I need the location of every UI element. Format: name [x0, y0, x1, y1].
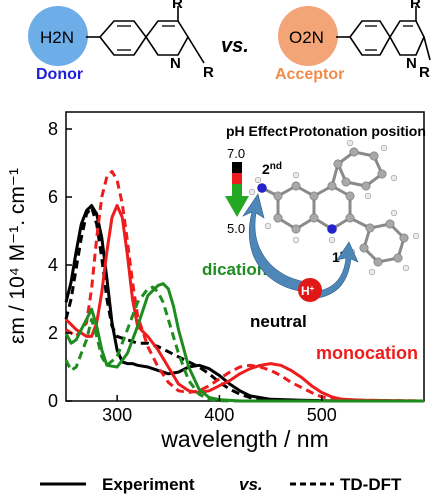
acceptor-molecule: O2N R N R Acceptor — [275, 0, 431, 83]
series-line-monocation-dashed — [65, 170, 425, 403]
ph-bar-green — [232, 184, 242, 197]
label-second-site: 2nd — [262, 161, 282, 177]
arrow-to-second-icon — [242, 193, 307, 293]
y-tick-label: 2 — [48, 323, 58, 343]
ph-title: pH Effect — [226, 123, 288, 139]
molecule-bonds — [260, 150, 406, 264]
series-line-neutral-dashed — [64, 205, 424, 403]
donor-molecule: H2N R N R Donor — [28, 0, 214, 83]
series-line-monocation-solid — [64, 204, 425, 403]
label-dication: dication — [202, 260, 267, 279]
protonation-title: Protonation position — [289, 123, 426, 139]
acceptor-n: N — [406, 55, 417, 72]
series-layer — [64, 170, 425, 403]
label-monocation: monocation — [316, 343, 418, 363]
y-tick-label: 6 — [48, 187, 58, 207]
proton-label: H+ — [301, 284, 315, 298]
label-neutral: neutral — [250, 312, 307, 331]
molecule-hydrogens — [248, 139, 420, 276]
y-tick-label: 8 — [48, 119, 58, 139]
ph-top-value: 7.0 — [227, 146, 245, 161]
ph-effect-inset: pH Effect 7.0 5.0 — [225, 123, 288, 236]
donor-n: N — [170, 55, 181, 72]
donor-r-top: R — [172, 0, 183, 12]
vs-label: vs. — [221, 35, 249, 57]
legend-tddft: TD-DFT — [340, 475, 402, 494]
ring-nitrogen-atom — [327, 224, 337, 234]
acceptor-circle — [278, 6, 338, 66]
donor-circle — [28, 6, 88, 66]
ph-arrow-down-icon — [225, 196, 249, 217]
y-tick-label: 4 — [48, 255, 58, 275]
x-ticks: 300 400 500 — [102, 395, 337, 425]
acceptor-r-right: R — [419, 64, 430, 81]
ph-bottom-value: 5.0 — [227, 221, 245, 236]
molecule-atoms — [273, 147, 409, 267]
amine-nitrogen-atom — [257, 183, 267, 193]
donor-group-label: H2N — [40, 28, 74, 47]
series-line-dication-solid — [64, 282, 424, 403]
proton-badge — [298, 278, 322, 302]
y-tick-label: 0 — [48, 391, 58, 411]
y-ticks: 0 2 4 6 8 — [48, 119, 72, 411]
ph-bar-black — [232, 162, 242, 173]
x-tick-label: 300 — [102, 405, 132, 425]
legend: Experiment vs. TD-DFT — [40, 475, 402, 494]
acceptor-r-top: R — [410, 0, 421, 12]
arrow-to-first-icon — [317, 241, 359, 299]
donor-label: Donor — [36, 66, 83, 83]
legend-vs: vs. — [239, 475, 263, 494]
x-tick-label: 500 — [307, 405, 337, 425]
plot: 300 400 500 0 2 4 6 8 wavelength / nm εm / 10⁴… — [6, 111, 425, 452]
x-tick-label: 400 — [204, 405, 234, 425]
series-line-neutral-solid — [64, 204, 424, 403]
ph-bar-red — [232, 173, 242, 184]
donor-r-right: R — [203, 64, 214, 81]
protonation-inset: Protonation position — [242, 123, 426, 302]
x-axis-label: wavelength / nm — [160, 426, 328, 452]
legend-experiment: Experiment — [102, 475, 195, 494]
y-axis-label: εm / 10⁴ M⁻¹. cm⁻¹ — [6, 168, 29, 344]
acceptor-group-label: O2N — [289, 28, 324, 47]
header: H2N R N R Donor vs. O2N — [28, 0, 431, 83]
acceptor-label: Acceptor — [275, 66, 344, 83]
